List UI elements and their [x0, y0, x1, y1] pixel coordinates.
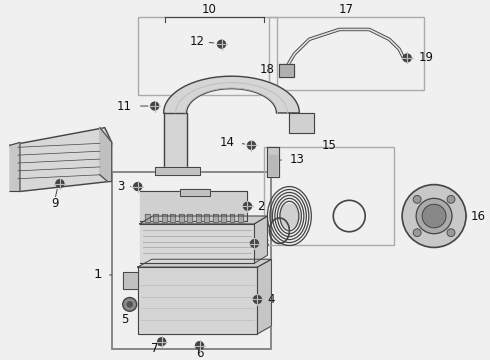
Text: 3: 3 [118, 180, 125, 193]
Text: 14: 14 [220, 136, 235, 149]
Text: 11: 11 [117, 100, 132, 113]
Polygon shape [153, 214, 158, 222]
Polygon shape [170, 214, 175, 222]
Circle shape [244, 202, 251, 210]
Circle shape [196, 342, 203, 350]
Circle shape [247, 141, 255, 149]
Text: 1: 1 [93, 269, 102, 282]
Polygon shape [254, 216, 268, 263]
Text: 10: 10 [202, 3, 217, 16]
Polygon shape [138, 259, 271, 267]
Circle shape [218, 40, 225, 48]
Circle shape [250, 240, 258, 247]
Polygon shape [138, 267, 257, 334]
Text: 6: 6 [196, 347, 203, 360]
Text: 17: 17 [339, 3, 354, 16]
Polygon shape [162, 214, 167, 222]
Bar [138, 17, 277, 95]
Polygon shape [10, 128, 112, 192]
Circle shape [413, 229, 421, 237]
Text: 5: 5 [121, 312, 128, 326]
Text: 13: 13 [290, 153, 304, 166]
Circle shape [447, 229, 455, 237]
Polygon shape [270, 155, 277, 175]
Polygon shape [180, 189, 210, 197]
Polygon shape [229, 214, 235, 222]
Circle shape [151, 102, 159, 110]
Circle shape [56, 180, 64, 188]
Polygon shape [268, 147, 279, 177]
Text: 15: 15 [322, 139, 337, 152]
Polygon shape [164, 113, 187, 172]
Circle shape [447, 195, 455, 203]
Bar [270, 17, 424, 90]
Polygon shape [279, 64, 294, 77]
Circle shape [413, 195, 421, 203]
Text: 16: 16 [471, 210, 486, 222]
Polygon shape [196, 214, 200, 222]
Circle shape [416, 198, 452, 234]
Circle shape [122, 297, 137, 311]
Polygon shape [100, 128, 112, 182]
Circle shape [403, 54, 411, 62]
Bar [112, 172, 271, 348]
Polygon shape [204, 214, 209, 222]
Circle shape [402, 185, 466, 247]
Text: 12: 12 [190, 35, 204, 48]
Polygon shape [140, 224, 254, 263]
Polygon shape [221, 214, 226, 222]
Bar [265, 147, 394, 246]
Circle shape [422, 204, 446, 228]
Circle shape [158, 338, 166, 346]
Polygon shape [140, 192, 247, 221]
Text: 9: 9 [51, 197, 59, 210]
Text: 8: 8 [262, 237, 269, 250]
Polygon shape [179, 214, 184, 222]
Polygon shape [238, 214, 243, 222]
Polygon shape [145, 214, 149, 222]
Text: 2: 2 [257, 200, 265, 213]
Polygon shape [164, 76, 299, 113]
Polygon shape [290, 113, 314, 132]
Ellipse shape [279, 203, 299, 229]
Text: 7: 7 [151, 342, 158, 355]
Polygon shape [213, 214, 218, 222]
Circle shape [253, 296, 262, 303]
Polygon shape [122, 272, 138, 289]
Polygon shape [140, 216, 268, 224]
Text: 19: 19 [419, 51, 434, 64]
Text: 18: 18 [260, 63, 274, 76]
Polygon shape [10, 143, 20, 192]
Polygon shape [257, 259, 271, 334]
Circle shape [126, 301, 134, 308]
Polygon shape [155, 167, 199, 175]
Circle shape [134, 183, 142, 190]
Text: 4: 4 [268, 293, 275, 306]
Polygon shape [187, 214, 192, 222]
